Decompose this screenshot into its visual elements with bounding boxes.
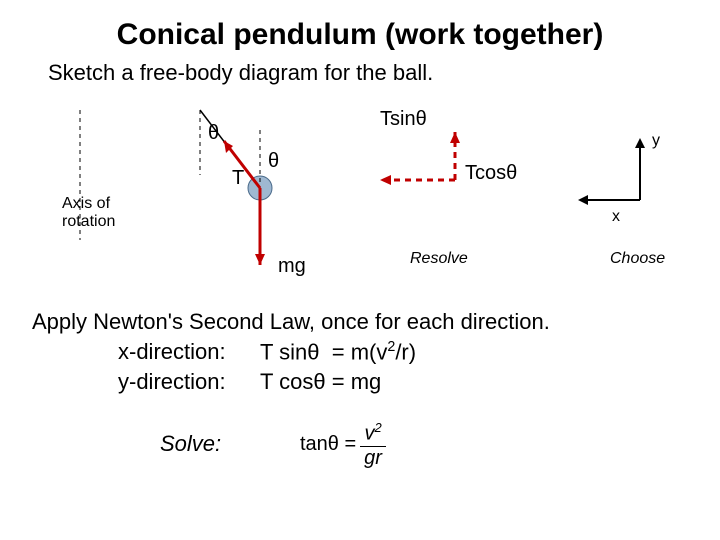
axis-label-2: rotation	[62, 213, 115, 231]
x-direction-eq: T sinθ = m(v2/r)	[260, 338, 416, 367]
y-direction-label: y-direction:	[118, 368, 226, 397]
diagram-area: Axis of rotation θ θ T mg Tsinθ Tcosθ Re…	[0, 100, 720, 300]
theta-1: θ	[208, 122, 219, 145]
formula: tanθ = v2 gr	[300, 420, 386, 470]
slide-title: Conical pendulum (work together)	[0, 18, 720, 52]
resolve-label: Resolve	[410, 250, 468, 268]
axes-svg	[570, 130, 680, 240]
x-axis-label: x	[612, 208, 620, 226]
theta-2: θ	[268, 150, 279, 173]
axis-label-1: Axis of	[62, 195, 110, 213]
slide-subtitle: Sketch a free-body diagram for the ball.	[48, 60, 433, 86]
formula-den: gr	[360, 447, 386, 470]
weight-label: mg	[278, 255, 306, 278]
formula-num: v2	[360, 420, 385, 447]
y-direction-eq: T cosθ = mg	[260, 368, 381, 397]
tcos-label: Tcosθ	[465, 162, 517, 185]
tsin-label: Tsinθ	[380, 108, 427, 131]
y-axis-label: y	[652, 132, 660, 150]
choose-label: Choose	[610, 250, 665, 268]
tension-label: T	[232, 167, 244, 190]
solve-label: Solve:	[160, 430, 221, 459]
x-direction-label: x-direction:	[118, 338, 226, 367]
formula-lhs: tanθ =	[300, 433, 356, 456]
newton-line: Apply Newton's Second Law, once for each…	[32, 308, 550, 337]
